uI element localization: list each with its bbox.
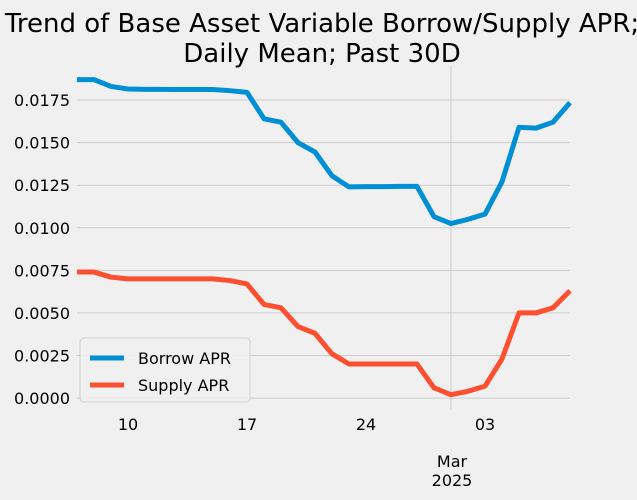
chart-title-line-1: Trend of Base Asset Variable Borrow/Supp… [4,9,637,39]
y-tick-label: 0.0125 [14,176,70,195]
y-tick-label: 0.0075 [14,261,70,280]
series-line-supply-apr [77,269,572,398]
y-tick-label: 0.0000 [14,389,70,408]
y-tick-label: 0.0100 [14,219,70,238]
y-tick-label: 0.0150 [14,134,70,153]
x-tick-label: 17 [237,415,257,434]
y-tick-label: 0.0175 [14,91,70,110]
chart-title-line-2: Daily Mean; Past 30D [183,39,460,69]
x-tick-label: 10 [118,415,138,434]
series-line-borrow-apr [77,77,572,227]
x-month-label: Mar [437,452,468,471]
plot-area: 0.0000 0.0025 0.0050 0.0075 0.0100 0.0125 0.01… [14,66,572,490]
legend-label: Supply APR [138,376,229,395]
legend-label: Borrow APR [138,349,231,368]
legend: Borrow APR Supply APR [79,337,251,403]
x-tick-label: 03 [475,415,495,434]
y-tick-label: 0.0050 [14,304,70,323]
y-tick-label: 0.0025 [14,347,70,366]
x-tick-label: 24 [356,415,376,434]
x-month-label: 2025 [432,471,473,490]
